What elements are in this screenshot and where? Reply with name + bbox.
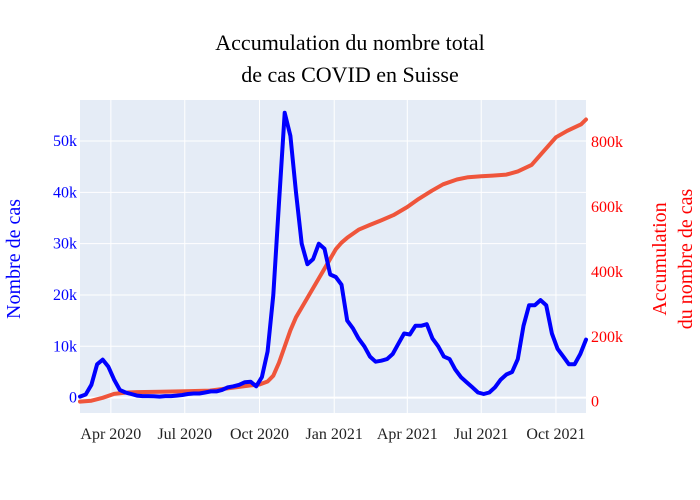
chart-title-line1: Accumulation du nombre total [215, 30, 484, 55]
y-left-tick-label: 10k [53, 338, 77, 355]
y-right-axis-label-line1: Accumulation [649, 202, 671, 315]
series-line-daily [78, 110, 588, 399]
y-right-tick-label: 400k [591, 264, 623, 281]
chart-title-line2: de cas COVID en Suisse [241, 62, 459, 87]
y-right-tick-label: 0 [591, 394, 599, 411]
x-tick-labels: Apr 2020 Jul 2020 Oct 2020 Jan 2021 Apr 2021… [80, 426, 585, 443]
series-line-cumulative [78, 117, 588, 404]
x-tick-label: Jan 2021 [306, 426, 363, 443]
x-tick-label: Oct 2020 [230, 426, 289, 443]
left-tick-labels: 0 10k 20k 30k 40k 50k [53, 133, 77, 407]
y-left-tick-label: 0 [69, 390, 77, 407]
x-tick-label: Apr 2021 [377, 426, 438, 443]
y-right-axis-label-line2: du nombre de cas [675, 189, 697, 330]
right-tick-labels: 0 200k 400k 600k 800k [591, 134, 623, 410]
x-tick-label: Oct 2021 [526, 426, 585, 443]
grid-lines [80, 100, 586, 413]
y-left-axis-label: Nombre de cas [3, 199, 25, 319]
y-right-tick-label: 800k [591, 134, 623, 151]
x-tick-label: Jul 2020 [157, 426, 212, 443]
y-left-tick-label: 20k [53, 287, 77, 304]
y-left-tick-label: 50k [53, 133, 77, 150]
series-layer [78, 110, 588, 404]
y-right-tick-label: 600k [591, 199, 623, 216]
y-left-tick-label: 40k [53, 184, 77, 201]
x-tick-label: Apr 2020 [80, 426, 141, 443]
y-left-tick-label: 30k [53, 236, 77, 253]
x-tick-label: Jul 2021 [454, 426, 509, 443]
y-right-tick-label: 200k [591, 329, 623, 346]
